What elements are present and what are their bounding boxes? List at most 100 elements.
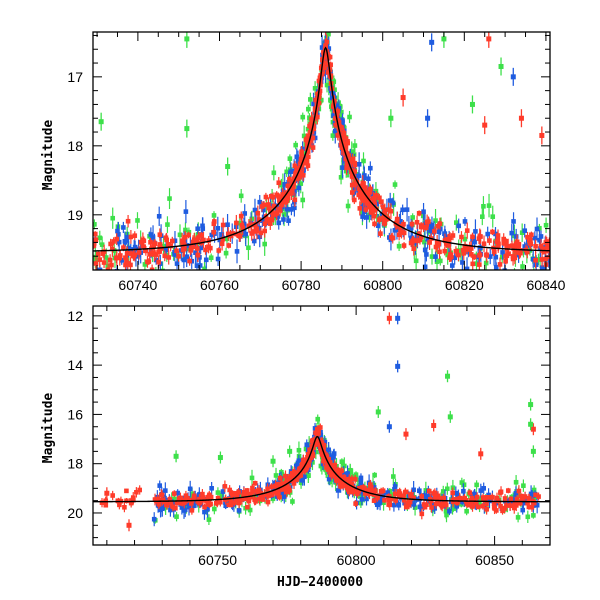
- red-point: [280, 481, 286, 487]
- red-point: [513, 503, 519, 508]
- blue-series: [151, 422, 540, 527]
- red-point: [187, 258, 192, 264]
- red-point: [93, 237, 99, 243]
- red-point: [401, 221, 406, 227]
- red-point: [261, 492, 267, 498]
- blue-point: [190, 274, 195, 279]
- bottom-ylabel: Magnitude: [41, 393, 56, 464]
- blue-point: [195, 226, 200, 232]
- red-point: [457, 495, 462, 501]
- red-point: [276, 180, 282, 186]
- blue-point: [374, 502, 380, 508]
- blue-point: [534, 226, 540, 232]
- outlier-point: [498, 63, 504, 69]
- red-point: [357, 206, 363, 211]
- green-point: [353, 472, 359, 477]
- blue-point: [511, 219, 516, 224]
- green-point: [249, 216, 255, 222]
- blue-point: [282, 182, 287, 187]
- red-point: [498, 489, 504, 495]
- red-point: [525, 234, 530, 240]
- red-point: [319, 440, 325, 446]
- red-point: [191, 237, 197, 243]
- red-point: [424, 502, 429, 508]
- red-point: [195, 252, 201, 258]
- red-point: [330, 104, 336, 109]
- red-point: [262, 228, 267, 234]
- red-point: [316, 441, 321, 446]
- red-point: [498, 503, 503, 509]
- outlier-points: [98, 32, 545, 176]
- blue-point: [324, 6, 329, 11]
- red-point: [309, 116, 314, 122]
- red-point: [471, 254, 477, 260]
- blue-point: [97, 267, 103, 270]
- blue-point: [252, 207, 258, 213]
- green-point: [270, 496, 276, 502]
- blue-point: [281, 494, 287, 499]
- red-point: [369, 210, 375, 215]
- green-point: [224, 236, 230, 242]
- red-point: [180, 247, 186, 253]
- green-point: [212, 506, 217, 512]
- red-point: [167, 497, 173, 502]
- red-point: [117, 253, 123, 258]
- red-point: [337, 480, 343, 485]
- red-point: [307, 447, 312, 453]
- blue-point: [432, 506, 438, 511]
- outlier-point: [441, 36, 447, 42]
- blue-point: [251, 238, 257, 244]
- red-point: [328, 62, 333, 68]
- blue-point: [186, 504, 192, 510]
- outlier-point: [482, 122, 488, 128]
- red-point: [315, 91, 320, 97]
- red-point: [536, 494, 541, 499]
- blue-point: [168, 507, 173, 513]
- red-point: [414, 238, 420, 244]
- red-point: [308, 136, 314, 142]
- green-point: [342, 463, 347, 469]
- red-point: [372, 199, 377, 205]
- red-point: [544, 246, 549, 252]
- red-point: [372, 221, 377, 227]
- green-point: [300, 114, 306, 120]
- blue-point: [236, 508, 242, 513]
- blue-point: [377, 499, 383, 504]
- green-point: [515, 515, 521, 520]
- red-point: [437, 249, 442, 255]
- red-point: [411, 246, 417, 252]
- red-point: [321, 446, 326, 452]
- outlier-point: [528, 402, 534, 408]
- red-point: [251, 229, 257, 234]
- red-point: [475, 504, 481, 510]
- blue-point: [364, 496, 369, 502]
- outlier-point: [425, 115, 431, 121]
- red-point: [343, 156, 349, 162]
- red-point: [262, 221, 268, 227]
- red-point: [378, 231, 383, 236]
- red-point: [306, 463, 312, 468]
- red-point: [314, 438, 320, 444]
- green-point: [374, 214, 380, 219]
- blue-point: [311, 101, 316, 107]
- green-point: [339, 109, 344, 115]
- red-point: [401, 243, 407, 248]
- green-point: [437, 258, 443, 264]
- red-point: [162, 499, 168, 505]
- outlier-point: [478, 451, 484, 457]
- red-point: [93, 231, 98, 237]
- red-point: [286, 485, 292, 491]
- blue-point: [411, 502, 417, 507]
- red-point: [401, 230, 407, 236]
- red-point: [269, 209, 275, 215]
- green-point: [516, 288, 521, 293]
- red-point: [208, 501, 213, 507]
- red-point: [269, 216, 275, 222]
- red-point: [243, 496, 248, 502]
- red-point: [166, 255, 172, 260]
- red-point: [347, 159, 352, 164]
- red-point: [302, 466, 308, 472]
- green-point: [474, 261, 479, 266]
- red-point: [282, 192, 287, 198]
- red-point: [344, 161, 350, 166]
